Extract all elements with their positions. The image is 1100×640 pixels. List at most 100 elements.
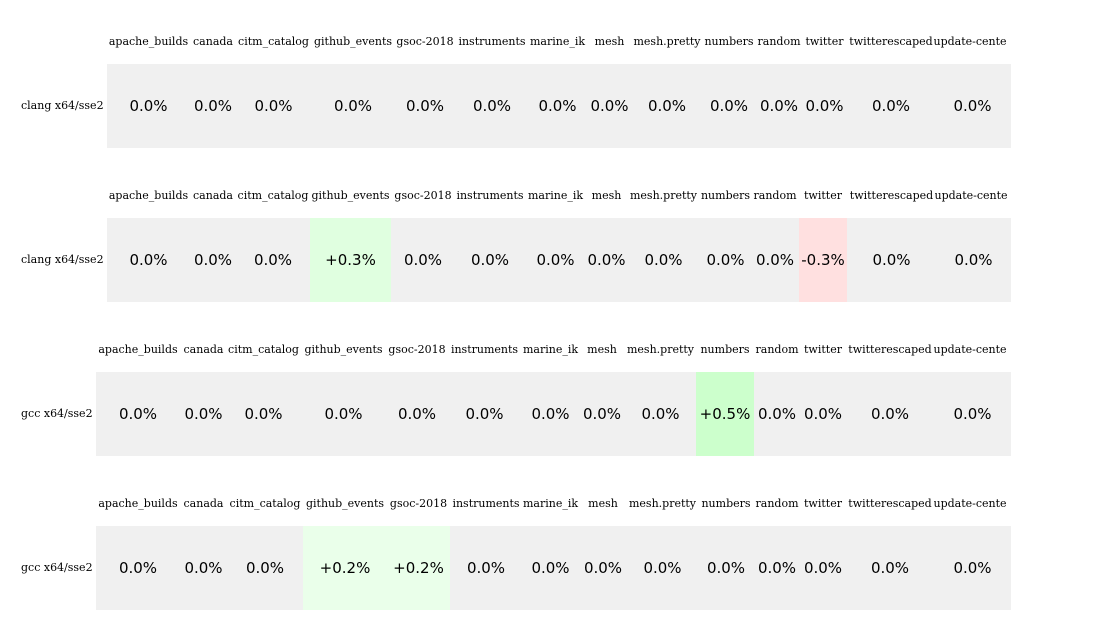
column-header: mesh <box>594 35 625 48</box>
value-cell: 0.0% <box>872 251 911 269</box>
column-header: citm_catalog <box>229 497 301 510</box>
column-header: numbers <box>701 497 751 510</box>
column-header: update-cente <box>933 497 1007 510</box>
column-header: random <box>755 343 799 356</box>
row-background <box>96 372 1011 456</box>
column-header: mesh <box>588 497 618 510</box>
column-header: twitterescaped <box>848 497 932 510</box>
column-header: twitterescaped <box>849 35 933 48</box>
value-cell: 0.0% <box>536 251 575 269</box>
value-cell: 0.0% <box>193 97 233 115</box>
value-cell: +0.2% <box>387 526 450 610</box>
row-background <box>107 64 1011 148</box>
row-background <box>96 526 1011 610</box>
value-cell: 0.0% <box>582 405 622 423</box>
column-header: twitter <box>805 35 844 48</box>
results-table: gcc x64/sse2 apache_builds 0.0% canada 0.0% c… <box>0 462 1100 616</box>
value-cell: 0.0% <box>870 405 910 423</box>
column-header: mesh.pretty <box>626 343 695 356</box>
value-cell: 0.0% <box>643 559 682 577</box>
results-table: clang x64/sse2 apache_builds 0.0% canada 0.0… <box>0 0 1100 154</box>
value-cell: 0.0% <box>755 251 795 269</box>
value-cell: 0.0% <box>244 405 283 423</box>
column-header: canada <box>183 497 224 510</box>
value-cell: 0.0% <box>805 97 844 115</box>
value-cell: +0.3% <box>310 218 391 302</box>
value-cell: 0.0% <box>803 405 843 423</box>
value-cell: +0.2% <box>303 526 387 610</box>
column-header: marine_ik <box>529 35 586 48</box>
column-header: random <box>757 35 801 48</box>
value-cell: 0.0% <box>472 97 512 115</box>
column-header: random <box>753 189 797 202</box>
value-cell: 0.0% <box>333 97 373 115</box>
value-cell: 0.0% <box>757 559 797 577</box>
value-cell: 0.0% <box>118 559 158 577</box>
column-header: github_events <box>305 497 385 510</box>
value-cell: 0.0% <box>405 97 445 115</box>
value-cell: 0.0% <box>538 97 577 115</box>
column-header: gsoc-2018 <box>389 497 448 510</box>
value-cell: 0.0% <box>531 405 570 423</box>
value-cell: 0.0% <box>759 97 799 115</box>
column-header: instruments <box>452 497 520 510</box>
column-header: github_events <box>304 343 383 356</box>
value-cell: 0.0% <box>587 251 626 269</box>
column-header: marine_ik <box>527 189 584 202</box>
results-table: clang x64/sse2 apache_builds 0.0% canada 0.0… <box>0 154 1100 308</box>
value-cell: 0.0% <box>871 97 911 115</box>
column-header: citm_catalog <box>238 35 309 48</box>
column-header: twitter <box>804 343 842 356</box>
value-cell: 0.0% <box>953 405 992 423</box>
column-header: gsoc-2018 <box>396 35 454 48</box>
value-cell: 0.0% <box>590 97 629 115</box>
value-cell: 0.0% <box>644 251 683 269</box>
column-header: gsoc-2018 <box>388 343 446 356</box>
column-header: gsoc-2018 <box>394 189 452 202</box>
value-cell: 0.0% <box>403 251 443 269</box>
value-cell: 0.0% <box>757 405 797 423</box>
value-cell: 0.0% <box>954 251 993 269</box>
column-header: twitterescaped <box>848 343 932 356</box>
column-header: instruments <box>450 343 519 356</box>
value-cell: +0.5% <box>696 372 754 456</box>
value-cell: 0.0% <box>531 559 570 577</box>
value-cell: 0.0% <box>397 405 437 423</box>
row-label: gcc x64/sse2 <box>21 561 93 574</box>
results-table: gcc x64/sse2 apache_builds 0.0% canada 0.0% c… <box>0 308 1100 462</box>
column-header: mesh.pretty <box>628 497 697 510</box>
value-cell: 0.0% <box>324 405 363 423</box>
value-cell: 0.0% <box>193 251 233 269</box>
value-cell: 0.0% <box>245 559 285 577</box>
value-cell: 0.0% <box>470 251 510 269</box>
column-header: canada <box>193 35 233 48</box>
value-cell: 0.0% <box>583 559 623 577</box>
column-header: random <box>755 497 799 510</box>
column-header: numbers <box>700 189 751 202</box>
value-cell: 0.0% <box>184 559 223 577</box>
column-header: apache_builds <box>108 35 189 48</box>
column-header: apache_builds <box>98 343 178 356</box>
column-header: mesh <box>587 343 617 356</box>
row-label: gcc x64/sse2 <box>21 407 93 420</box>
column-header: citm_catalog <box>237 189 309 202</box>
column-header: mesh.pretty <box>629 189 698 202</box>
value-cell: 0.0% <box>466 559 506 577</box>
column-header: twitter <box>804 189 842 202</box>
column-header: marine_ik <box>522 343 579 356</box>
value-cell: 0.0% <box>465 405 504 423</box>
column-header: instruments <box>456 189 524 202</box>
column-header: citm_catalog <box>228 343 299 356</box>
column-header: numbers <box>704 35 754 48</box>
column-header: apache_builds <box>98 497 178 510</box>
value-cell: 0.0% <box>803 559 843 577</box>
value-cell: 0.0% <box>254 97 293 115</box>
value-cell: 0.0% <box>129 97 168 115</box>
column-header: twitter <box>804 497 842 510</box>
value-cell: 0.0% <box>641 405 680 423</box>
column-header: mesh <box>591 189 622 202</box>
column-header: apache_builds <box>108 189 189 202</box>
value-cell: 0.0% <box>870 559 910 577</box>
column-header: numbers <box>700 343 750 356</box>
column-header: canada <box>193 189 233 202</box>
